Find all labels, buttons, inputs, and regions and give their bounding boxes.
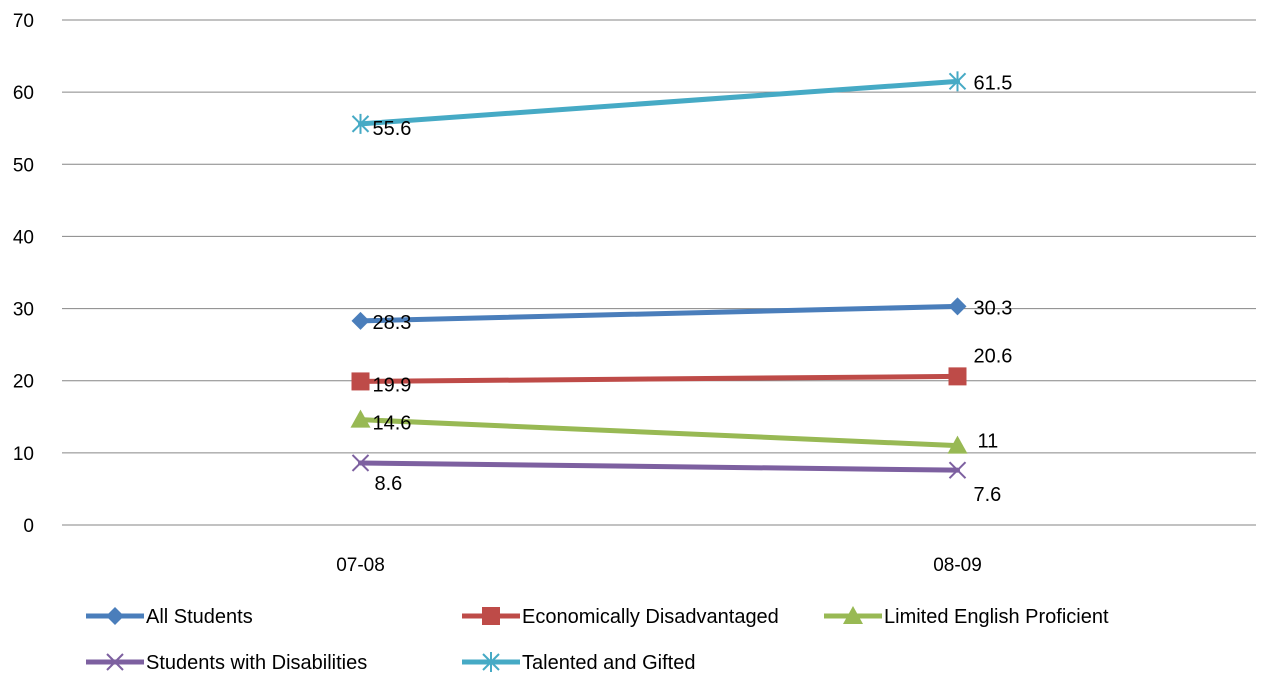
legend-entry: All Students — [86, 606, 253, 628]
triangle-marker — [843, 606, 863, 624]
series-economically-disadvantaged — [351, 367, 967, 391]
x-axis-ticks: 07-08 08-09 — [336, 555, 982, 576]
y-axis-ticks: 0 10 20 30 40 50 60 70 — [13, 11, 34, 537]
series-line — [358, 417, 960, 449]
x-tick-label: 07-08 — [336, 555, 385, 576]
series-line — [358, 373, 960, 384]
data-label: 14.6 — [373, 413, 412, 435]
legend-label: Economically Disadvantaged — [522, 606, 779, 628]
y-tick-label: 20 — [13, 372, 34, 393]
series-students-with-disabilities — [351, 454, 967, 479]
series-line — [358, 460, 960, 473]
legend-entry: Students with Disabilities — [86, 652, 367, 674]
data-label: 30.3 — [974, 297, 1013, 319]
x-marker-stroke — [106, 653, 124, 671]
triangle-marker — [350, 409, 371, 428]
x-marker-stroke — [948, 461, 967, 479]
diamond-marker — [106, 607, 124, 625]
legend-entry: Talented and Gifted — [462, 652, 695, 674]
legend-label: Talented and Gifted — [522, 652, 695, 674]
star-marker — [482, 652, 500, 672]
y-tick-label: 70 — [13, 11, 34, 32]
legend-label: Students with Disabilities — [146, 652, 367, 674]
square-marker — [948, 367, 967, 386]
y-tick-label: 0 — [23, 516, 34, 537]
y-tick-label: 60 — [13, 83, 34, 104]
data-label: 8.6 — [375, 473, 403, 495]
x-marker — [106, 653, 124, 671]
y-tick-label: 50 — [13, 155, 34, 176]
data-label: 28.3 — [373, 312, 412, 334]
x-marker-stroke — [351, 454, 370, 472]
triangle-marker — [947, 435, 968, 454]
star-marker — [948, 71, 967, 92]
legend-entry: Limited English Proficient — [824, 606, 1109, 628]
legend-label: Limited English Proficient — [884, 606, 1109, 628]
data-label: 55.6 — [373, 118, 412, 140]
data-label: 19.9 — [373, 374, 412, 396]
data-label: 20.6 — [974, 345, 1013, 367]
diamond-marker — [351, 311, 370, 330]
series-line — [358, 78, 960, 127]
legend: All Students Economically Disadvantaged Li… — [86, 606, 1109, 674]
x-marker — [948, 461, 967, 479]
x-tick-label: 08-09 — [933, 555, 982, 576]
data-label: 7.6 — [974, 484, 1002, 506]
series-all-students — [351, 297, 967, 330]
series-talented-and-gifted — [351, 71, 967, 134]
data-label: 11 — [978, 431, 999, 453]
series-limited-english-proficient — [350, 409, 968, 454]
x-marker — [351, 454, 370, 472]
series-lines — [350, 71, 968, 479]
y-tick-label: 10 — [13, 444, 34, 465]
gridlines — [62, 19, 1256, 526]
star-marker — [351, 113, 370, 134]
diamond-marker — [948, 297, 967, 316]
legend-label: All Students — [146, 606, 253, 628]
square-marker — [351, 372, 370, 391]
legend-entry: Economically Disadvantaged — [462, 606, 779, 628]
square-marker — [482, 607, 500, 625]
data-label: 61.5 — [974, 72, 1013, 94]
y-tick-label: 30 — [13, 300, 34, 321]
data-labels: 28.3 30.3 19.9 20.6 14.6 11 8.6 7.6 55.6 61.5 — [373, 72, 1013, 506]
series-line — [358, 303, 960, 324]
y-tick-label: 40 — [13, 227, 34, 248]
